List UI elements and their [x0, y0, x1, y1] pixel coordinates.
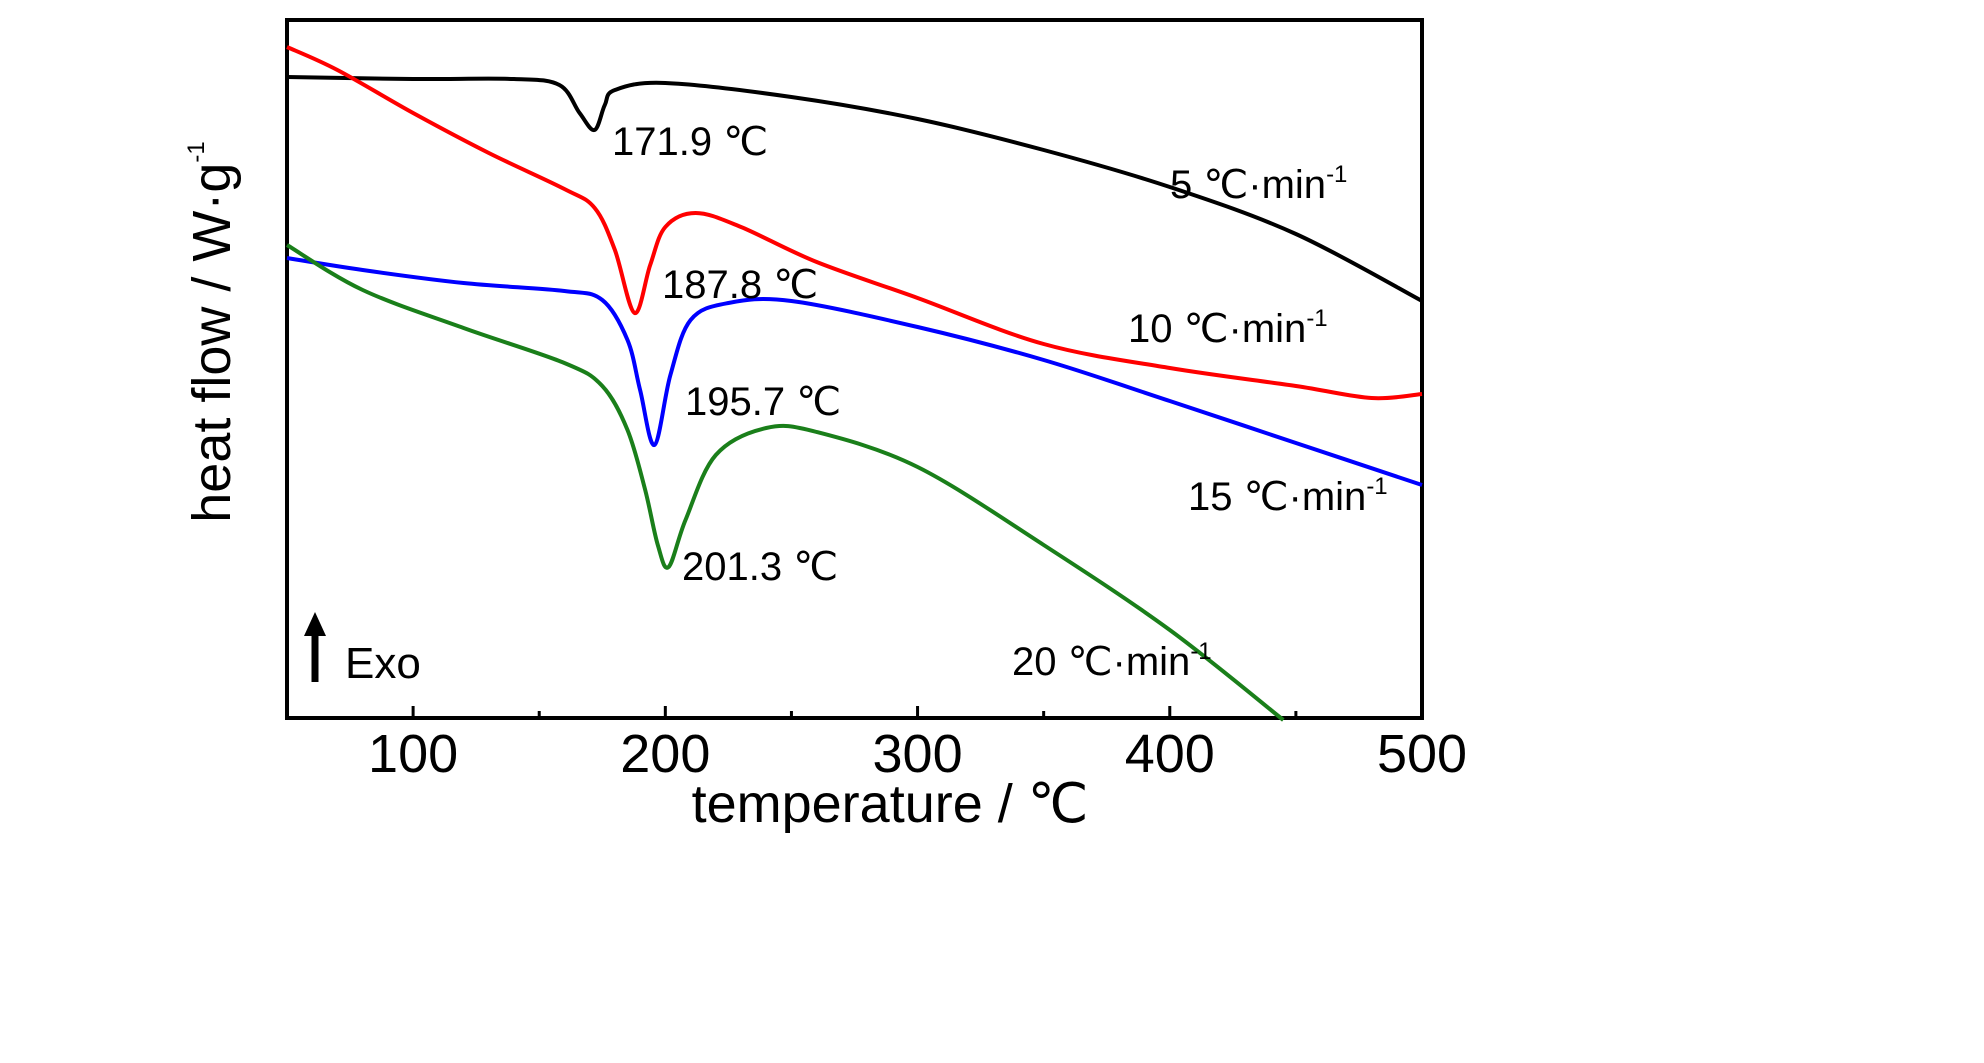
series-label-15: 15 ℃·min-1: [1188, 473, 1388, 519]
series-line-1: [286, 45, 1423, 401]
series-label-15-sup: -1: [1366, 473, 1387, 500]
series-label-10: 10 ℃·min-1: [1128, 305, 1328, 351]
series-label-5-sup: -1: [1326, 161, 1347, 188]
series-line-0: [286, 75, 1423, 303]
series-label-10-sup: -1: [1306, 305, 1327, 332]
y-axis-title-text: heat flow / W·g: [182, 163, 242, 523]
x-tick-label: 100: [368, 724, 458, 784]
series-line-3: [285, 243, 1285, 722]
x-tick-label: 200: [620, 724, 710, 784]
peak-label-5: 171.9 ℃: [612, 120, 768, 164]
series-curves: [285, 45, 1423, 722]
x-tick-label: 300: [873, 724, 963, 784]
y-axis-title: heat flow / W·g-1: [182, 141, 242, 522]
x-tick-label: 500: [1377, 724, 1467, 784]
series-label-20: 20 ℃·min-1: [1012, 638, 1212, 684]
series-label-20-text: 20 ℃·min: [1012, 640, 1190, 684]
exo-arrow-icon: [304, 612, 326, 682]
peak-label-10: 187.8 ℃: [662, 263, 818, 307]
series-label-20-sup: -1: [1190, 638, 1211, 665]
x-axis-ticks: 100 200 300 400 500: [368, 706, 1467, 784]
x-axis-title: temperature / ℃: [692, 774, 1089, 834]
series-label-15-text: 15 ℃·min: [1188, 475, 1366, 519]
plot-frame: [285, 18, 1424, 720]
peak-label-15: 195.7 ℃: [685, 380, 841, 424]
peak-label-20: 201.3 ℃: [682, 545, 838, 589]
series-label-5: 5 ℃·min-1: [1170, 161, 1347, 207]
series-label-5-text: 5 ℃·min: [1170, 163, 1326, 207]
series-line-2: [286, 256, 1423, 487]
y-axis-title-superscript: -1: [183, 141, 210, 162]
series-label-10-text: 10 ℃·min: [1128, 307, 1306, 351]
exo-label: Exo: [345, 639, 421, 688]
x-tick-label: 400: [1125, 724, 1215, 784]
